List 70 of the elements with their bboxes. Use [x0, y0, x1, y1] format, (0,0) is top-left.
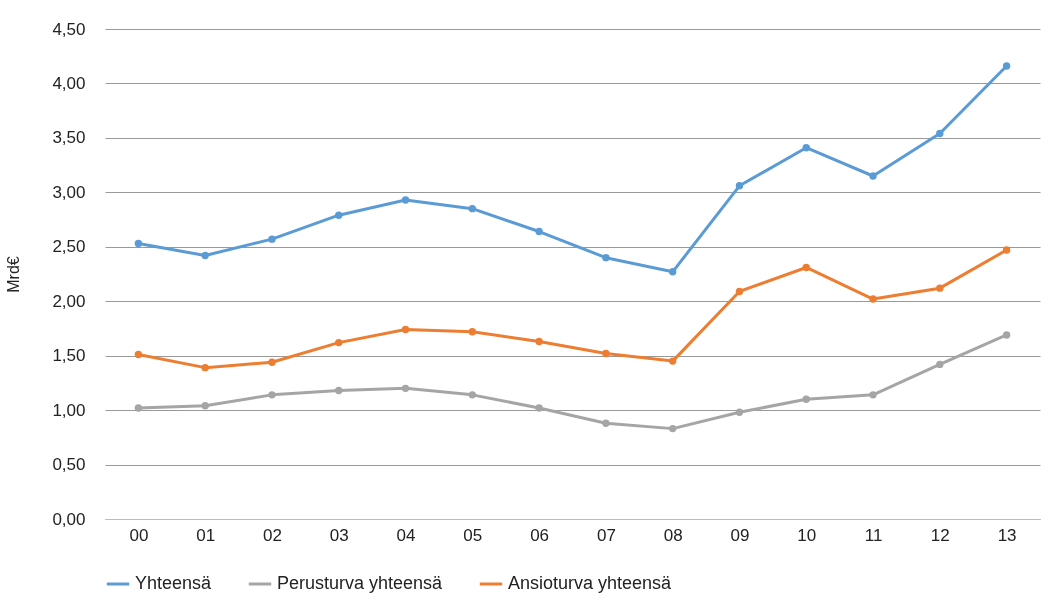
point: [936, 129, 944, 138]
point: [735, 182, 744, 190]
y-tick-label: 2,00: [52, 291, 86, 311]
point: [201, 251, 209, 260]
y-tick-label: 0,00: [52, 509, 86, 529]
y-tick-label: 0,50: [52, 455, 86, 475]
point: [936, 360, 944, 369]
x-tick-label: 02: [263, 525, 282, 545]
point: [134, 404, 143, 412]
point: [134, 350, 143, 359]
point: [802, 143, 810, 152]
point: [1002, 62, 1011, 70]
x-tick-label: 13: [997, 525, 1017, 545]
point: [668, 424, 677, 433]
point: [869, 295, 877, 303]
point: [735, 287, 744, 296]
legend-label: Ansioturva yhteensä: [508, 573, 673, 593]
x-tick-label: 12: [930, 525, 950, 545]
point: [1002, 246, 1011, 254]
point: [401, 196, 410, 204]
point: [802, 395, 810, 403]
point: [535, 404, 543, 412]
point: [201, 402, 209, 410]
x-tick-label: 06: [530, 525, 550, 545]
x-tick-label: 08: [663, 525, 683, 545]
legend-label: Perusturva yhteensä: [277, 573, 444, 593]
point: [535, 337, 543, 346]
point: [401, 325, 410, 334]
point: [936, 284, 944, 292]
point: [134, 239, 143, 248]
y-tick-label: 1,50: [52, 346, 86, 366]
point: [468, 204, 477, 213]
point: [668, 268, 677, 276]
y-tick-label: 3,00: [52, 182, 86, 202]
y-tick-label: 4,50: [52, 19, 86, 39]
x-tick-label: 11: [864, 525, 883, 545]
point: [602, 349, 610, 358]
x-tick-label: 10: [797, 525, 817, 545]
x-tick-label: 09: [730, 525, 750, 545]
y-tick-label: 3,50: [52, 128, 86, 148]
x-tick-label: 04: [396, 525, 416, 545]
y-axis-title: Mrd€: [5, 256, 23, 293]
point: [268, 358, 276, 366]
point: [869, 172, 877, 180]
point: [468, 391, 477, 399]
point: [268, 391, 276, 399]
x-tick-label: 07: [596, 525, 616, 545]
point: [335, 386, 343, 395]
legend-label: Yhteensä: [135, 573, 213, 593]
point: [335, 338, 343, 347]
point: [668, 357, 677, 365]
point: [1002, 331, 1011, 339]
point: [869, 391, 877, 399]
point: [802, 263, 810, 272]
point: [535, 227, 543, 236]
point: [268, 235, 276, 243]
y-tick-label: 4,00: [52, 73, 86, 93]
x-tick-label: 05: [463, 525, 483, 545]
point: [735, 408, 744, 416]
point: [201, 363, 209, 372]
x-tick-label: 03: [329, 525, 349, 545]
y-tick-label: 2,50: [52, 237, 86, 257]
y-tick-label: 1,00: [52, 400, 86, 420]
point: [602, 419, 610, 427]
x-tick-label: 01: [196, 525, 216, 545]
point: [401, 384, 410, 393]
point: [602, 253, 610, 262]
x-tick-label: 00: [129, 525, 149, 545]
point: [468, 328, 477, 336]
point: [335, 211, 343, 219]
